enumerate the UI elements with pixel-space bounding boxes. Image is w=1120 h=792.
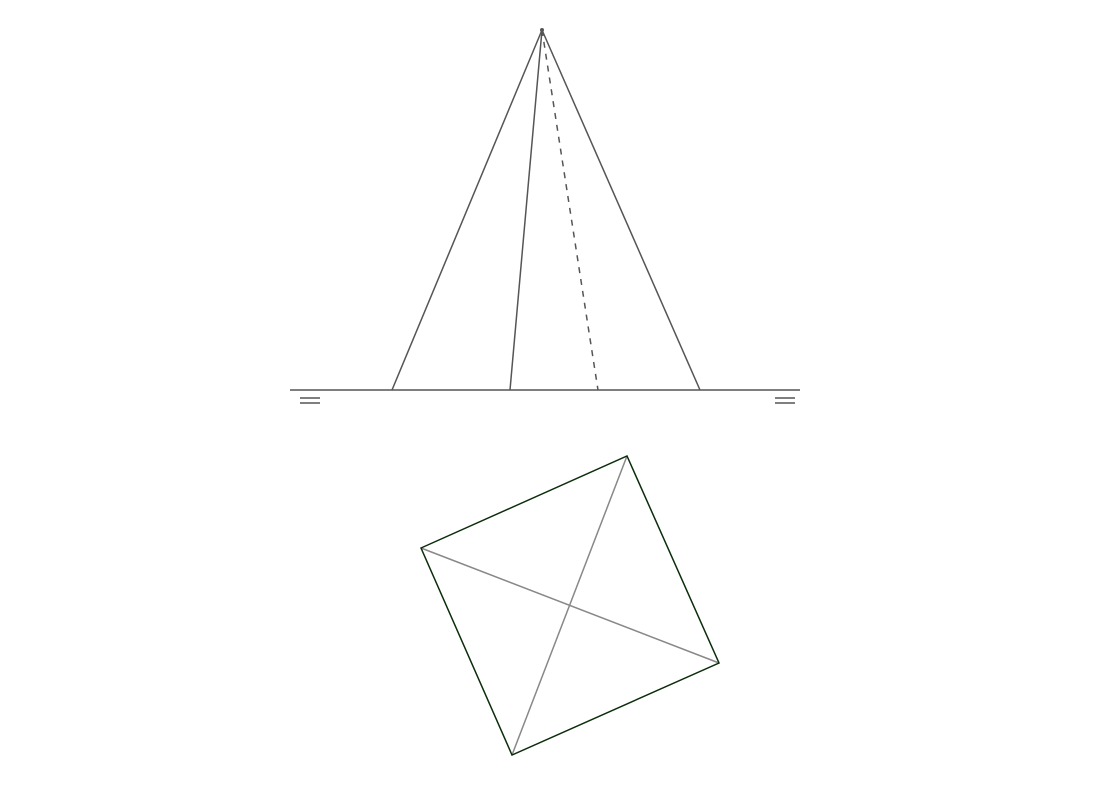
apex-ray-solid-0 — [392, 30, 542, 390]
apex-ray-solid-2 — [542, 30, 700, 390]
apex-ray-solid-1 — [510, 30, 542, 390]
square-diagonal-bd — [512, 456, 627, 755]
geometry-diagram — [0, 0, 1120, 792]
apex-ray-dashed — [542, 30, 598, 390]
pyramid-fan-diagram — [290, 28, 800, 403]
rotated-square-diagram — [421, 456, 719, 755]
apex-dot — [540, 28, 544, 32]
